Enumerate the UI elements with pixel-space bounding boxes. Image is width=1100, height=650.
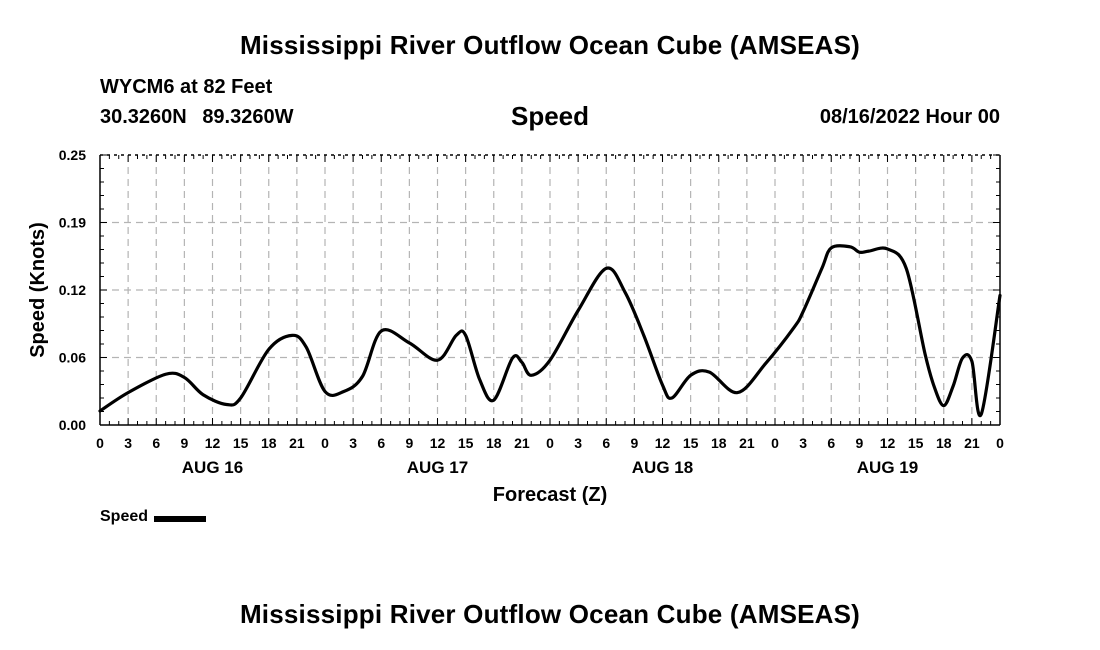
- panel-title: Speed: [510, 101, 590, 131]
- x-tick-label: 12: [205, 435, 221, 451]
- y-tick-label: 0.19: [59, 215, 86, 231]
- x-tick-label: 18: [936, 435, 952, 451]
- x-tick-label: 9: [180, 435, 188, 451]
- x-tick-label: 21: [964, 435, 980, 451]
- y-tick-label: 0.00: [59, 417, 86, 433]
- x-tick-label: 12: [655, 435, 671, 451]
- x-tick-label: 0: [546, 435, 554, 451]
- x-tick-label: 15: [683, 435, 699, 451]
- chart-main-title: Mississippi River Outflow Ocean Cube (AM…: [239, 30, 861, 60]
- chart-footer-title: Mississippi River Outflow Ocean Cube (AM…: [239, 599, 861, 629]
- x-tick-label: 6: [152, 435, 160, 451]
- y-axis-label: Speed (Knots): [27, 222, 49, 358]
- x-tick-label: 21: [289, 435, 305, 451]
- x-tick-label: 18: [261, 435, 277, 451]
- x-tick-label: 21: [514, 435, 530, 451]
- longitude-label: 89.3260W: [202, 106, 294, 128]
- x-tick-label: 15: [908, 435, 924, 451]
- y-tick-label: 0.12: [59, 282, 86, 298]
- x-tick-label: 0: [996, 435, 1004, 451]
- y-tick-label: 0.25: [59, 147, 86, 163]
- speed-series-line: [98, 244, 1002, 418]
- x-tick-label: 0: [96, 435, 104, 451]
- day-labels: AUG 16 AUG 17 AUG 18 AUG 19: [182, 458, 918, 477]
- x-tick-label: 3: [574, 435, 582, 451]
- day-label: AUG 16: [182, 458, 243, 477]
- coordinates: 30.3260N 89.3260W: [100, 106, 293, 129]
- x-tick-label: 0: [321, 435, 329, 451]
- x-tick-label: 9: [855, 435, 863, 451]
- forecast-date: 08/16/2022 Hour 00: [819, 106, 1000, 128]
- x-tick-label: 15: [233, 435, 249, 451]
- x-tick-label: 18: [711, 435, 727, 451]
- x-tick-label: 6: [602, 435, 610, 451]
- x-axis-label: Forecast (Z): [493, 484, 607, 506]
- x-tick-label: 21: [739, 435, 755, 451]
- legend-label: Speed: [100, 508, 149, 525]
- x-tick-label: 6: [377, 435, 385, 451]
- x-tick-labels: 0 3 6 9 12 15 18 21 0 3 6 9 12 15 18 21 0 3 6 9 12 15 18 21 0 3 6 9…: [96, 435, 1004, 451]
- x-tick-label: 15: [458, 435, 474, 451]
- day-label: AUG 17: [407, 458, 468, 477]
- x-tick-label: 3: [799, 435, 807, 451]
- legend-swatch: [154, 516, 207, 522]
- x-tick-label: 3: [349, 435, 357, 451]
- y-tick-labels: 0.00 0.06 0.12 0.19 0.25: [59, 147, 86, 433]
- grid: [100, 155, 1000, 425]
- axes: [99, 154, 1001, 426]
- day-label: AUG 19: [857, 458, 918, 477]
- x-tick-label: 3: [124, 435, 132, 451]
- x-tick-label: 9: [630, 435, 638, 451]
- station-label: WYCM6 at 82 Feet: [100, 76, 273, 98]
- day-label: AUG 18: [632, 458, 693, 477]
- latitude-label: 30.3260N: [100, 106, 187, 128]
- y-tick-label: 0.06: [59, 350, 86, 366]
- x-tick-label: 0: [771, 435, 779, 451]
- x-tick-label: 6: [827, 435, 835, 451]
- x-tick-label: 12: [880, 435, 896, 451]
- legend: Speed: [100, 508, 207, 526]
- x-tick-label: 18: [486, 435, 502, 451]
- x-tick-label: 12: [430, 435, 446, 451]
- x-tick-label: 9: [405, 435, 413, 451]
